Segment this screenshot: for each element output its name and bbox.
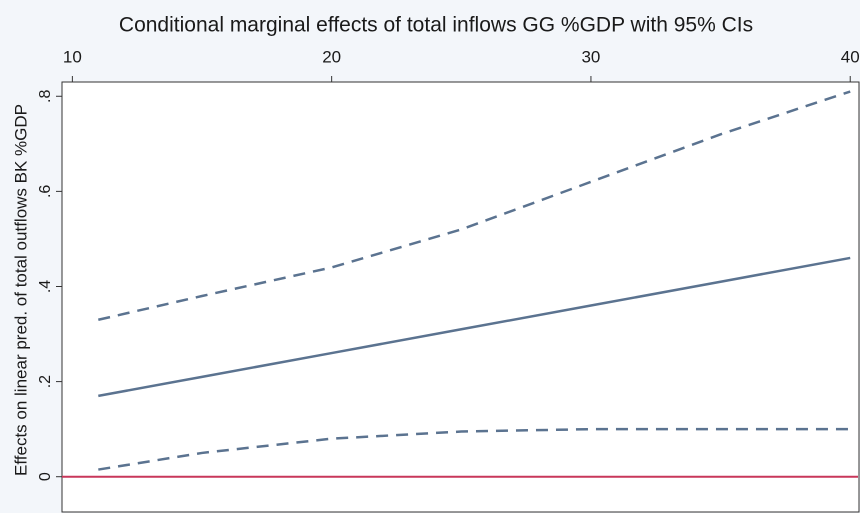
chart-title: Conditional marginal effects of total in… [119, 14, 753, 37]
line-series [98, 256, 851, 398]
x-tick-label: 30 [581, 47, 600, 66]
plot-area [61, 81, 860, 513]
x-tick-label: 20 [322, 47, 341, 66]
y-tick-label: .2 [37, 375, 54, 388]
line-series [98, 90, 851, 321]
y-tick-label: .8 [37, 89, 54, 102]
y-tick-label: .6 [37, 185, 54, 198]
line-series [98, 427, 851, 471]
y-tick-label: .4 [37, 280, 54, 293]
y-axis-label: Effects on linear pred. of total outflow… [11, 104, 30, 476]
x-tick-label: 10 [63, 47, 82, 66]
y-tick-label: 0 [37, 472, 54, 481]
x-tick-label: 40 [841, 47, 860, 66]
